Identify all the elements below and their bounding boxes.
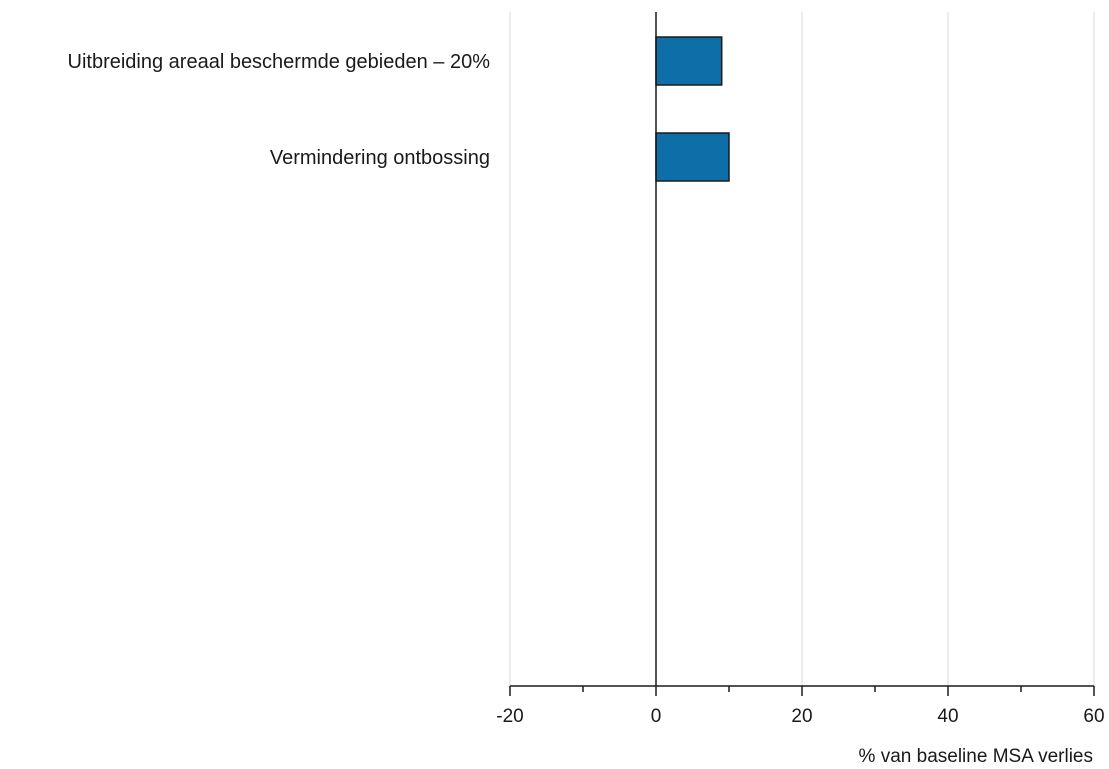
x-tick-label: 60 (1083, 706, 1104, 727)
x-tick-label: 0 (651, 706, 662, 727)
labels: Uitbreiding areaal beschermde gebieden –… (68, 51, 491, 169)
x-axis-title: % van baseline MSA verlies (859, 746, 1093, 767)
category-label: Vermindering ontbossing (270, 147, 490, 169)
x-tick-label: -20 (496, 706, 523, 727)
bars (655, 36, 730, 182)
bar (655, 132, 730, 182)
axes: -20 0 20 40 60 (496, 12, 1105, 727)
category-label: Uitbreiding areaal beschermde gebieden –… (68, 51, 491, 73)
gridlines (509, 12, 1095, 686)
bar (655, 36, 723, 86)
x-tick-label: 40 (937, 706, 958, 727)
x-tick-label: 20 (791, 706, 812, 727)
